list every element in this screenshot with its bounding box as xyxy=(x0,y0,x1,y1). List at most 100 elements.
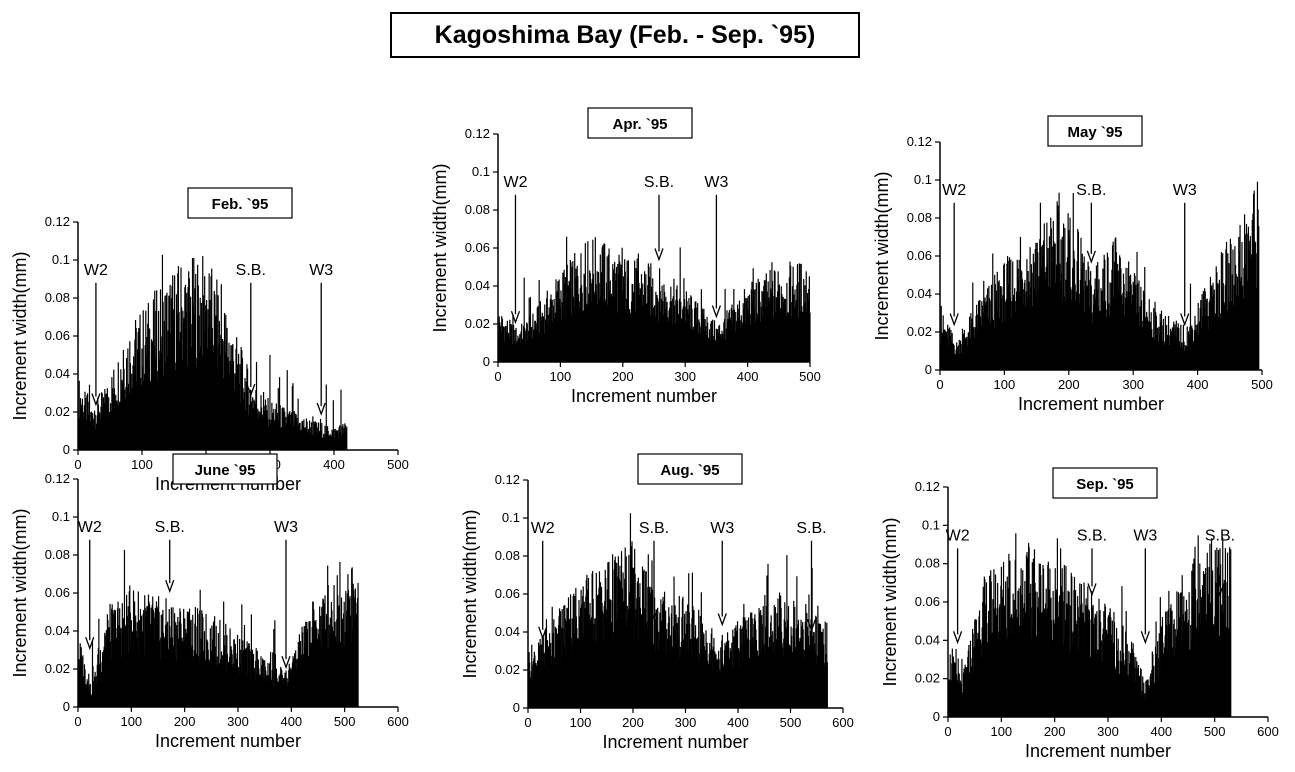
bar xyxy=(595,295,598,362)
bar xyxy=(1143,292,1145,370)
bar xyxy=(229,360,231,450)
bar xyxy=(512,324,515,362)
bar xyxy=(345,428,347,450)
bar xyxy=(984,297,986,370)
y-tick-label: 0.1 xyxy=(472,164,490,179)
bar xyxy=(264,410,266,450)
bar xyxy=(323,433,325,450)
bar xyxy=(763,280,766,362)
bar xyxy=(99,413,101,450)
bar xyxy=(316,422,318,450)
bar xyxy=(1198,321,1201,370)
bar xyxy=(154,290,156,450)
bar xyxy=(171,285,173,450)
bar xyxy=(529,316,531,362)
x-tick-label: 0 xyxy=(494,369,501,384)
bar xyxy=(634,260,636,362)
annotation-arrow: S.B. xyxy=(1205,527,1235,597)
bar xyxy=(1048,236,1051,370)
bar xyxy=(262,418,264,450)
x-tick-label: 400 xyxy=(727,715,749,730)
bar xyxy=(684,321,686,362)
bar xyxy=(710,323,712,362)
bar xyxy=(1079,279,1081,370)
annotation-arrow: W2 xyxy=(531,520,555,640)
bar xyxy=(663,284,665,362)
bar xyxy=(1112,241,1114,370)
bar xyxy=(946,338,948,370)
bar xyxy=(576,265,578,362)
bar xyxy=(985,305,987,370)
bar xyxy=(547,314,549,362)
bar xyxy=(527,330,530,362)
bar xyxy=(327,585,329,707)
bar xyxy=(315,431,317,450)
bar xyxy=(1115,252,1118,370)
bar xyxy=(733,288,735,362)
bar xyxy=(972,282,974,370)
bar xyxy=(554,312,556,362)
bar xyxy=(960,352,962,370)
annotation-label: W3 xyxy=(704,174,728,191)
bar xyxy=(549,299,551,362)
bar xyxy=(123,368,125,450)
bar xyxy=(555,279,557,362)
bar xyxy=(741,322,743,362)
bar xyxy=(191,258,194,450)
bar xyxy=(509,319,511,362)
x-axis-title: Increment number xyxy=(1018,394,1164,414)
bar xyxy=(589,273,591,362)
bar xyxy=(1196,332,1198,370)
bar xyxy=(801,306,803,362)
bar xyxy=(273,408,275,450)
bar xyxy=(241,350,243,450)
bar xyxy=(750,289,752,362)
bar xyxy=(1059,281,1061,370)
bar xyxy=(602,245,604,362)
bar xyxy=(1152,338,1154,370)
bar xyxy=(238,383,240,450)
bar xyxy=(694,301,696,362)
bar xyxy=(91,416,93,450)
bar xyxy=(557,281,559,362)
bar xyxy=(234,375,236,450)
bar xyxy=(956,346,958,370)
bar xyxy=(220,354,222,450)
bar xyxy=(974,337,976,370)
bar xyxy=(647,263,649,362)
bar xyxy=(1211,297,1213,370)
bar xyxy=(568,280,570,362)
bar xyxy=(104,388,106,450)
bar xyxy=(1096,289,1098,370)
bar xyxy=(298,424,300,450)
bar xyxy=(1171,327,1174,370)
bar xyxy=(1201,294,1203,370)
bar xyxy=(1149,322,1152,370)
bar xyxy=(289,411,291,450)
bar xyxy=(594,237,596,362)
bar xyxy=(1046,222,1048,370)
y-tick-label: 0 xyxy=(933,709,940,724)
bar xyxy=(306,421,308,450)
bar xyxy=(1249,236,1251,370)
bar xyxy=(151,342,153,450)
bar xyxy=(162,301,164,450)
bar xyxy=(255,390,257,450)
bar xyxy=(624,259,626,362)
bar xyxy=(550,294,552,362)
bar xyxy=(781,310,784,362)
bar xyxy=(566,236,568,362)
bar xyxy=(227,362,229,450)
bar xyxy=(283,407,285,450)
bar xyxy=(542,317,544,362)
bar xyxy=(303,427,306,450)
bar xyxy=(655,308,658,362)
bar xyxy=(326,426,329,450)
bar xyxy=(735,311,737,362)
bar xyxy=(334,437,336,450)
bar xyxy=(214,316,217,450)
bar xyxy=(1117,263,1119,370)
bar xyxy=(767,281,769,362)
bar xyxy=(114,400,116,450)
bar xyxy=(293,411,295,450)
